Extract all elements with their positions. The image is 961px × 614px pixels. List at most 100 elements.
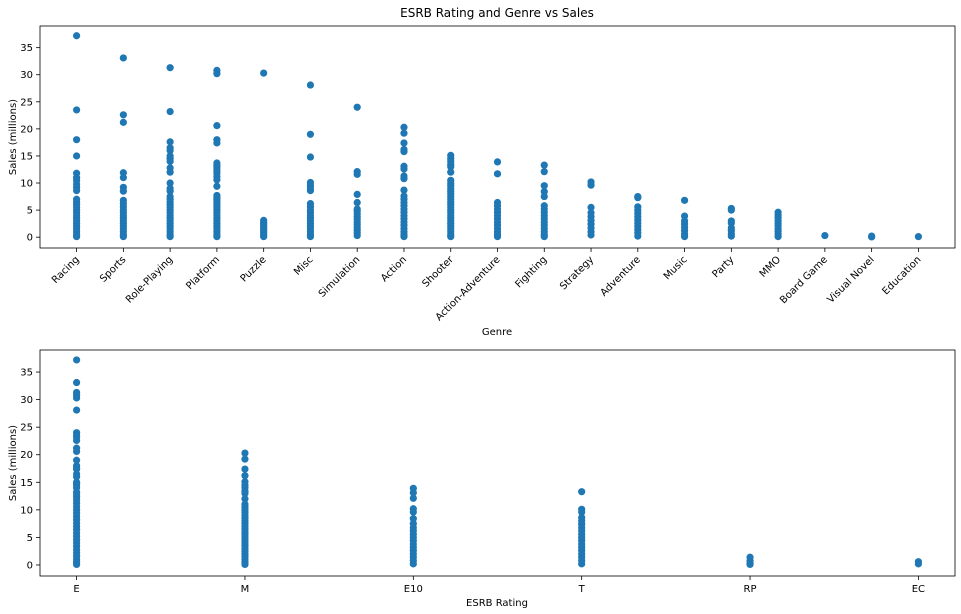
point-e: [73, 356, 81, 364]
point-sports: [119, 118, 127, 126]
y-tick-label: 15: [20, 478, 33, 489]
y-tick-label: 0: [27, 560, 33, 571]
point-sports: [119, 54, 127, 62]
point-simulation: [353, 103, 361, 111]
point-racing: [73, 106, 81, 114]
x-tick-label-fighting: Fighting: [513, 254, 549, 290]
point-action: [400, 186, 408, 194]
point-action: [400, 165, 408, 173]
x-tick-label-sports: Sports: [98, 254, 128, 284]
point-visual-novel: [868, 233, 876, 241]
x-tick-label-t: T: [578, 584, 586, 595]
point-e: [73, 436, 81, 444]
point-t: [578, 508, 586, 516]
point-e10: [409, 515, 417, 523]
x-tick-label-m: M: [241, 584, 250, 595]
x-tick-label-ec: EC: [912, 584, 925, 595]
x-tick-label-puzzle: Puzzle: [239, 254, 269, 284]
point-strategy: [587, 231, 595, 239]
point-action-adventure: [493, 233, 502, 241]
x-tick-label-racing: Racing: [50, 254, 82, 286]
point-fighting: [540, 168, 548, 176]
point-role-playing: [166, 64, 174, 72]
x-tick-label-e: E: [73, 584, 79, 595]
point-racing: [73, 32, 81, 40]
point-role-playing: [166, 157, 174, 165]
point-role-playing: [166, 187, 174, 195]
y-tick-label: 10: [20, 179, 33, 190]
point-racing: [73, 152, 81, 160]
x-tick-label-rp: RP: [744, 584, 757, 595]
point-sports: [119, 174, 127, 182]
point-mmo: [774, 233, 782, 241]
point-board-game: [821, 231, 829, 240]
point-strategy: [587, 203, 595, 211]
y-tick-label: 15: [20, 151, 33, 162]
chart-title: ESRB Rating and Genre vs Sales: [400, 6, 594, 20]
x-tick-label-party: Party: [711, 254, 737, 280]
point-e: [73, 473, 81, 481]
point-education: [914, 233, 923, 241]
point-role-playing: [166, 138, 174, 146]
point-action: [400, 123, 408, 131]
point-puzzle: [260, 233, 268, 241]
point-simulation: [353, 190, 361, 198]
point-action-adventure: [493, 170, 502, 178]
point-e: [73, 456, 81, 464]
x-tick-label-e10: E10: [404, 584, 423, 595]
y-tick-label: 30: [20, 395, 33, 406]
point-e10: [409, 560, 417, 568]
point-role-playing: [166, 233, 174, 241]
point-t: [578, 560, 586, 568]
point-sports: [119, 233, 127, 241]
point-m: [241, 449, 249, 457]
point-role-playing: [166, 179, 174, 187]
point-action: [400, 139, 408, 147]
point-action: [400, 175, 408, 183]
x-tick-label-shooter: Shooter: [420, 254, 456, 290]
point-action-adventure: [493, 158, 502, 166]
x-tick-label-board-game: Board Game: [778, 254, 830, 306]
point-role-playing: [166, 168, 174, 176]
point-misc: [306, 187, 315, 195]
point-m: [241, 489, 249, 497]
point-m: [241, 560, 249, 569]
point-sports: [119, 111, 127, 119]
point-e: [73, 378, 81, 387]
point-action: [400, 233, 408, 241]
point-strategy: [587, 181, 595, 189]
point-fighting: [540, 192, 548, 201]
y-tick-label: 30: [20, 70, 33, 81]
point-ec: [914, 560, 923, 568]
point-shooter: [447, 168, 455, 176]
y-axis-ticks-top: 0 5 10 15 20 25 30 35: [20, 43, 40, 244]
point-e10: [409, 489, 417, 497]
point-fighting: [540, 161, 548, 169]
x-tick-label-simulation: Simulation: [317, 254, 362, 299]
point-simulation: [353, 170, 361, 178]
point-misc: [306, 233, 315, 241]
y-tick-label: 5: [27, 533, 33, 544]
point-platform: [213, 233, 221, 241]
point-role-playing: [166, 146, 174, 155]
point-action: [400, 148, 408, 156]
point-puzzle: [260, 69, 268, 77]
point-shooter: [447, 233, 455, 241]
point-e10: [409, 494, 417, 502]
point-e: [73, 406, 81, 414]
y-tick-label: 0: [27, 233, 33, 244]
point-racing: [73, 136, 81, 144]
point-rp: [746, 560, 754, 569]
y-axis-label-top: Sales (millions): [8, 99, 19, 175]
point-platform: [213, 122, 221, 130]
point-sports: [119, 187, 127, 195]
x-tick-label-visual-novel: Visual Novel: [826, 254, 877, 305]
x-axis-label-genre: Genre: [482, 327, 512, 338]
point-m: [241, 455, 249, 463]
point-e: [73, 394, 81, 402]
y-tick-label: 10: [20, 505, 33, 516]
x-tick-label-adventure: Adventure: [599, 254, 643, 298]
point-platform: [213, 139, 221, 147]
point-fighting: [540, 182, 548, 190]
